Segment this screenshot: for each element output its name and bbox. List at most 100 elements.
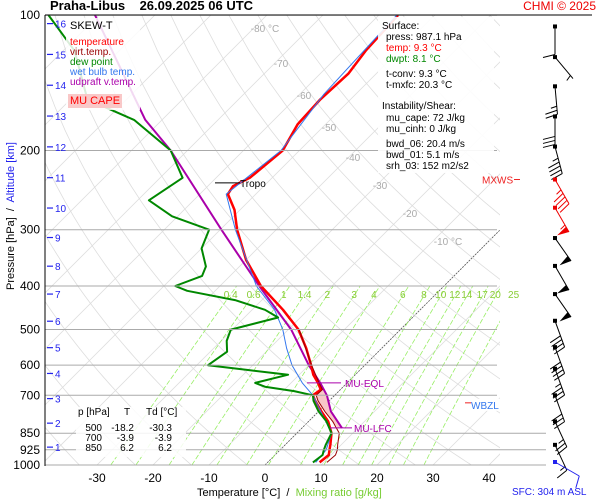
wind-barb-staff: [554, 207, 570, 233]
wind-barb-half-feather: [560, 224, 566, 230]
altitude-tick-label: 10: [55, 204, 67, 215]
mixing-ratio-line: [371, 285, 474, 465]
wind-barb-half-feather: [550, 105, 557, 109]
isotherm-line: [45, 15, 268, 238]
wind-barb-feather: [549, 361, 561, 370]
altitude-tick-label: 13: [55, 112, 67, 123]
pressure-tick-label: 500: [20, 323, 40, 337]
wind-barb-staff: [554, 146, 563, 174]
isotherm-line: [45, 15, 436, 406]
altitude-tick-label: 14: [55, 81, 67, 92]
wbzl-label: WBZL: [471, 401, 499, 412]
altitude-tick-label: 12: [55, 143, 67, 154]
wind-barb-feather: [575, 475, 580, 489]
wind-barb-feather: [552, 369, 564, 378]
dry-adiabat-line: [489, 15, 500, 27]
wind-barb-half-feather: [552, 157, 559, 162]
level-table: p [hPa] T Td [°C] 500 -18.2 -30.3 700 -3…: [76, 407, 186, 457]
wind-barb-staff: [554, 346, 566, 374]
station-name: Praha-Libus: [50, 0, 126, 13]
pressure-tick-label: 925: [20, 443, 40, 457]
dry-adiabat-line: [199, 15, 500, 346]
wind-barb-feather: [553, 193, 564, 203]
wind-barb-pennant: [559, 256, 572, 266]
mu-cape-value: mu_cape: 72 J/kg: [386, 113, 465, 124]
wind-barb-feather: [548, 161, 560, 169]
chart-title: Praha-Libus 26.09.2025 06 UTC: [50, 0, 253, 12]
mixing-ratio-label: 17: [477, 290, 489, 301]
x-axis-separator: /: [286, 487, 290, 499]
surface-info: Surface: press: 987.1 hPa temp: 9.3 °C d…: [378, 17, 494, 173]
table-header-t: T: [124, 407, 131, 418]
mixing-ratio-label: 0.6: [247, 290, 261, 301]
mixing-ratio-line: [191, 285, 311, 465]
wind-barb-feather: [542, 135, 556, 140]
isotherm-line: [320, 285, 500, 465]
wind-barb-staff: [554, 237, 572, 262]
pressure-tick-label: 400: [20, 279, 40, 293]
y-axis-pressure-label: Pressure [hPa]: [5, 217, 17, 290]
mixing-ratio-label: 3: [351, 290, 357, 301]
wind-barb-staff: [554, 293, 572, 318]
altitude-tick-label: 9: [55, 234, 61, 245]
dry-adiabat-line: [170, 15, 500, 380]
wind-barb-feather: [554, 373, 565, 381]
wind-barb-feather: [551, 387, 563, 395]
mu-lfc-label: MU-LFC: [354, 424, 392, 435]
wind-barb-staff: [554, 265, 570, 291]
pressure-tick-label: 850: [20, 426, 40, 440]
altitude-tick-label: 16: [55, 20, 67, 31]
temperature-tick-label: 30: [426, 471, 440, 485]
legend-temperature: temperature: [70, 37, 124, 48]
wind-barb-feather: [542, 139, 556, 144]
instability-heading: Instability/Shear:: [382, 101, 456, 112]
isotherm-label: -20: [403, 209, 418, 220]
legend-wet-bulb: wet bulb temp.: [70, 67, 136, 78]
wind-barbs: [542, 24, 580, 489]
wind-barb-feather: [554, 421, 565, 429]
x-axis-mixing-label: Mixing ratio [g/kg]: [295, 487, 382, 499]
table-header-td: Td [°C]: [146, 407, 178, 418]
x-axis-label: Temperature [°C] / Mixing ratio [g/kg]: [197, 487, 382, 499]
y-axis-separator: /: [5, 208, 17, 212]
dry-adiabat-line: [257, 15, 500, 280]
table-cell: -3.9: [116, 433, 134, 444]
wind-barb-staff: [554, 86, 558, 115]
altitude-tick-label: 3: [55, 395, 61, 406]
legend-title: SKEW-T: [70, 20, 113, 32]
wind-barb-feather: [554, 346, 565, 355]
table-cell: 700: [85, 433, 102, 444]
wind-barb-staff: [554, 179, 570, 205]
isotherm-label: -60: [297, 91, 312, 102]
wind-barb-feather: [549, 335, 561, 344]
wind-barb-feather: [552, 417, 564, 426]
mxws-label: MXWS: [482, 176, 513, 187]
isotherm-label: -40: [346, 153, 361, 164]
isotherm-line: [152, 117, 500, 465]
datetime: 26.09.2025 06 UTC: [139, 0, 254, 13]
temperature-tick-label: 10: [314, 471, 328, 485]
isotherm-label: -70: [274, 59, 289, 70]
wind-barb-feather: [555, 196, 566, 206]
altitude-tick-label: 8: [55, 262, 61, 273]
mixing-ratio-label: 12: [449, 290, 461, 301]
tropopause-label: Tropo: [240, 179, 266, 190]
isotherm-label: -50: [322, 123, 337, 134]
altitude-tick-label: 4: [55, 369, 61, 380]
y-axis-label: Pressure [hPa] / Altitude [km]: [5, 101, 17, 331]
surface-heading: Surface:: [382, 21, 420, 32]
altitude-tick-label: 1: [55, 443, 61, 454]
dry-adiabat-line: [577, 15, 600, 465]
isotherm-label: -10 °C: [434, 237, 462, 248]
legend-dew-point: dew point: [70, 57, 113, 68]
wind-barb-feather: [542, 53, 556, 58]
wind-barb-staff: [554, 395, 566, 422]
table-cell: 850: [85, 443, 102, 454]
wind-barb-feather: [554, 394, 565, 403]
mu-cinh-value: mu_cinh: 0 J/kg: [386, 124, 457, 135]
legend-updraft: udpraft v.temp.: [70, 77, 136, 88]
wind-barb-feather: [550, 169, 562, 177]
wbzl-background: [470, 398, 506, 411]
mixing-ratio-label: 2: [325, 290, 331, 301]
bwd-06-value: bwd_06: 20.4 m/s: [386, 139, 465, 150]
